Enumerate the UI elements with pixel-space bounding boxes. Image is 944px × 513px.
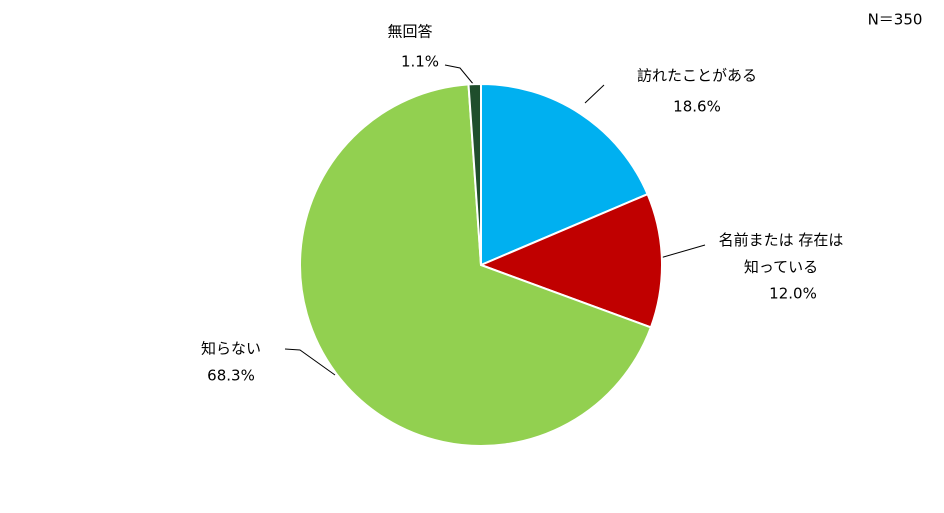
sample-size: N＝350	[868, 11, 923, 29]
slice-label: 訪れたことがある	[637, 67, 757, 85]
value-label: 68.3%	[207, 367, 255, 385]
pie-slice	[299, 83, 653, 447]
value-label: 18.6%	[673, 98, 721, 116]
pie-slice	[478, 192, 663, 329]
value-label: 12.0%	[769, 285, 817, 303]
pie-slice	[467, 82, 482, 266]
slice-label: 知らない	[201, 340, 261, 358]
slice-label: 無回答	[387, 23, 432, 41]
value-label: 1.1%	[401, 53, 439, 71]
slice-label: 名前または 存在は知っている	[719, 231, 844, 276]
leader-line	[444, 64, 475, 86]
leader-line	[659, 244, 706, 259]
leader-line	[584, 84, 605, 104]
pie-slice	[480, 82, 649, 267]
leader-line	[284, 348, 336, 376]
